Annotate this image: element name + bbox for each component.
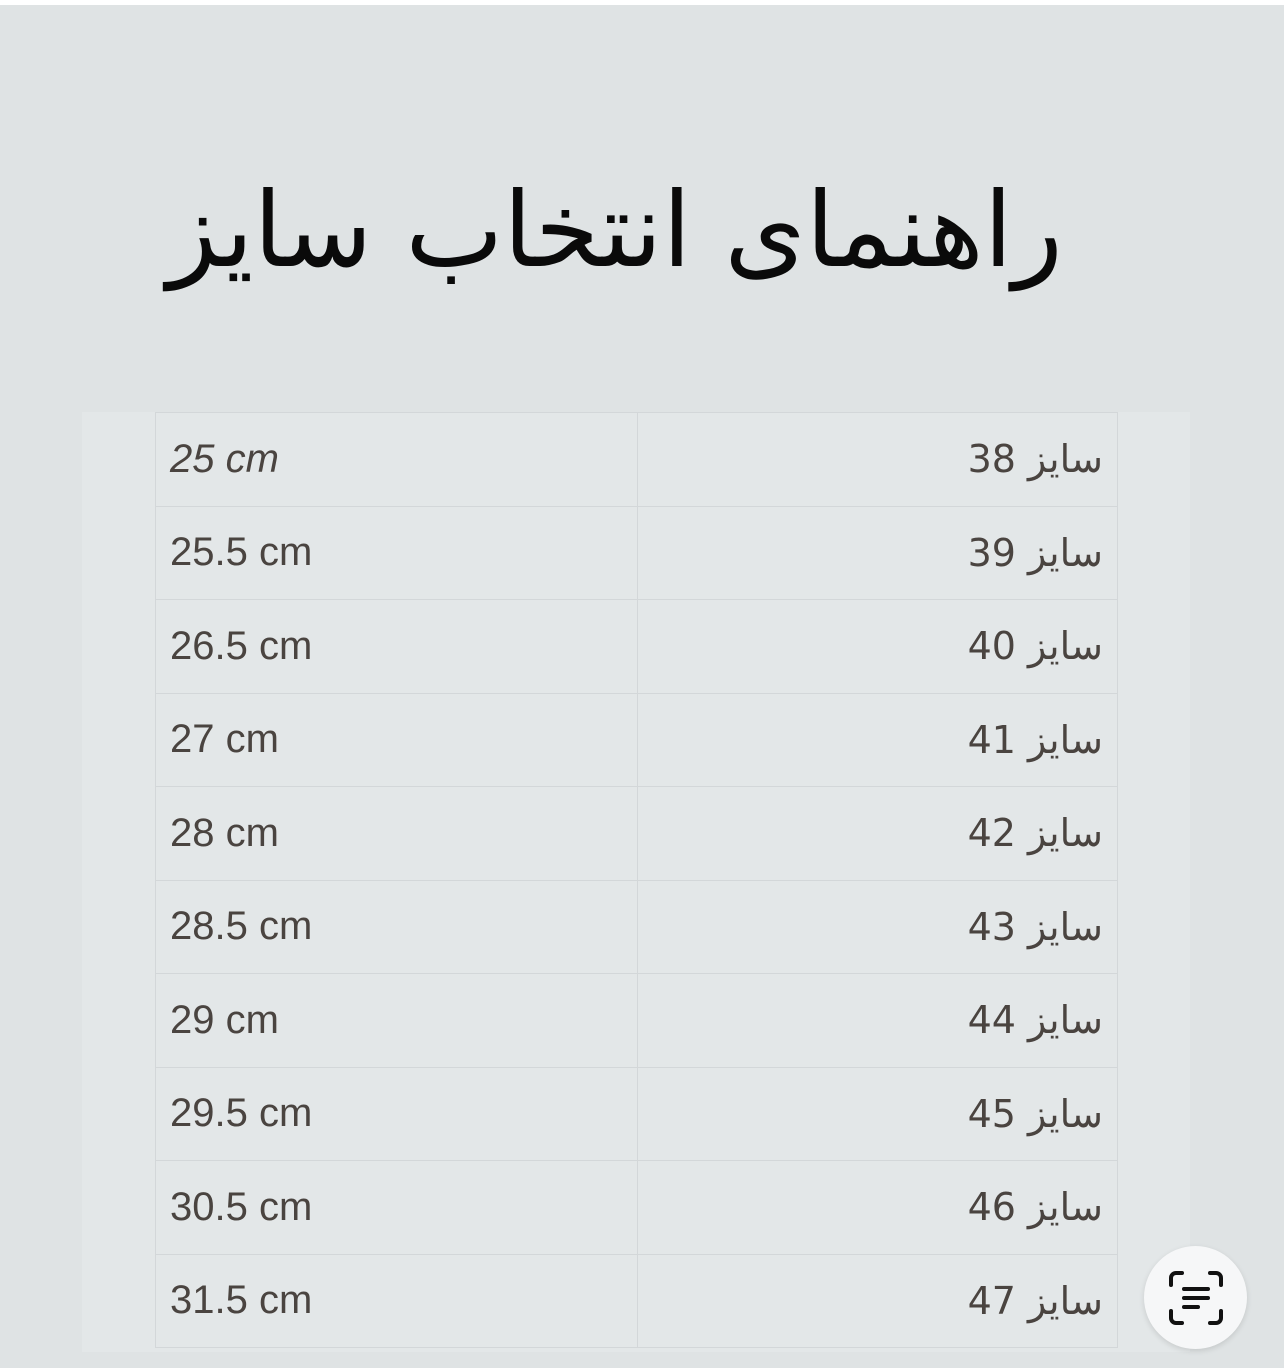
size-cell: سایز 42 (637, 786, 1118, 881)
length-cell: 28 cm (155, 786, 638, 881)
size-cell: سایز 41 (637, 692, 1118, 787)
length-cell: 29.5 cm (155, 1066, 638, 1161)
table-row: 28 cm سایز 42 (155, 786, 1118, 881)
size-cell: سایز 45 (637, 1066, 1118, 1161)
size-cell: سایز 40 (637, 599, 1118, 694)
text-scan-icon (1168, 1270, 1223, 1325)
length-cell: 25.5 cm (155, 505, 638, 600)
size-table: 25 cm سایز 38 25.5 cm سایز 39 26.5 cm سایز 40… (155, 412, 1118, 1348)
table-row: 30.5 cm سایز 46 (155, 1160, 1118, 1255)
length-cell: 27 cm (155, 692, 638, 787)
page-title: راهنمای انتخاب سایز (167, 169, 1063, 291)
size-cell: سایز 44 (637, 973, 1118, 1068)
length-cell: 26.5 cm (155, 599, 638, 694)
size-table-container: 25 cm سایز 38 25.5 cm سایز 39 26.5 cm سایز 40… (82, 412, 1190, 1352)
status-bar-edge (0, 0, 1284, 5)
size-cell: سایز 43 (637, 879, 1118, 974)
table-row: 26.5 cm سایز 40 (155, 599, 1118, 694)
table-row: 29 cm سایز 44 (155, 973, 1118, 1068)
length-cell: 29 cm (155, 973, 638, 1068)
size-cell: سایز 39 (637, 505, 1118, 600)
length-cell: 31.5 cm (155, 1253, 638, 1348)
size-cell: سایز 47 (637, 1253, 1118, 1348)
table-row: 31.5 cm سایز 47 (155, 1253, 1118, 1348)
length-cell: 25 cm (155, 412, 638, 507)
text-scan-button[interactable] (1144, 1246, 1247, 1349)
length-cell: 30.5 cm (155, 1160, 638, 1255)
table-row: 25.5 cm سایز 39 (155, 505, 1118, 600)
size-cell: سایز 46 (637, 1160, 1118, 1255)
length-cell: 28.5 cm (155, 879, 638, 974)
size-cell: سایز 38 (637, 412, 1118, 507)
table-row: 28.5 cm سایز 43 (155, 879, 1118, 974)
table-row: 25 cm سایز 38 (155, 412, 1118, 507)
table-row: 27 cm سایز 41 (155, 692, 1118, 787)
table-row: 29.5 cm سایز 45 (155, 1066, 1118, 1161)
